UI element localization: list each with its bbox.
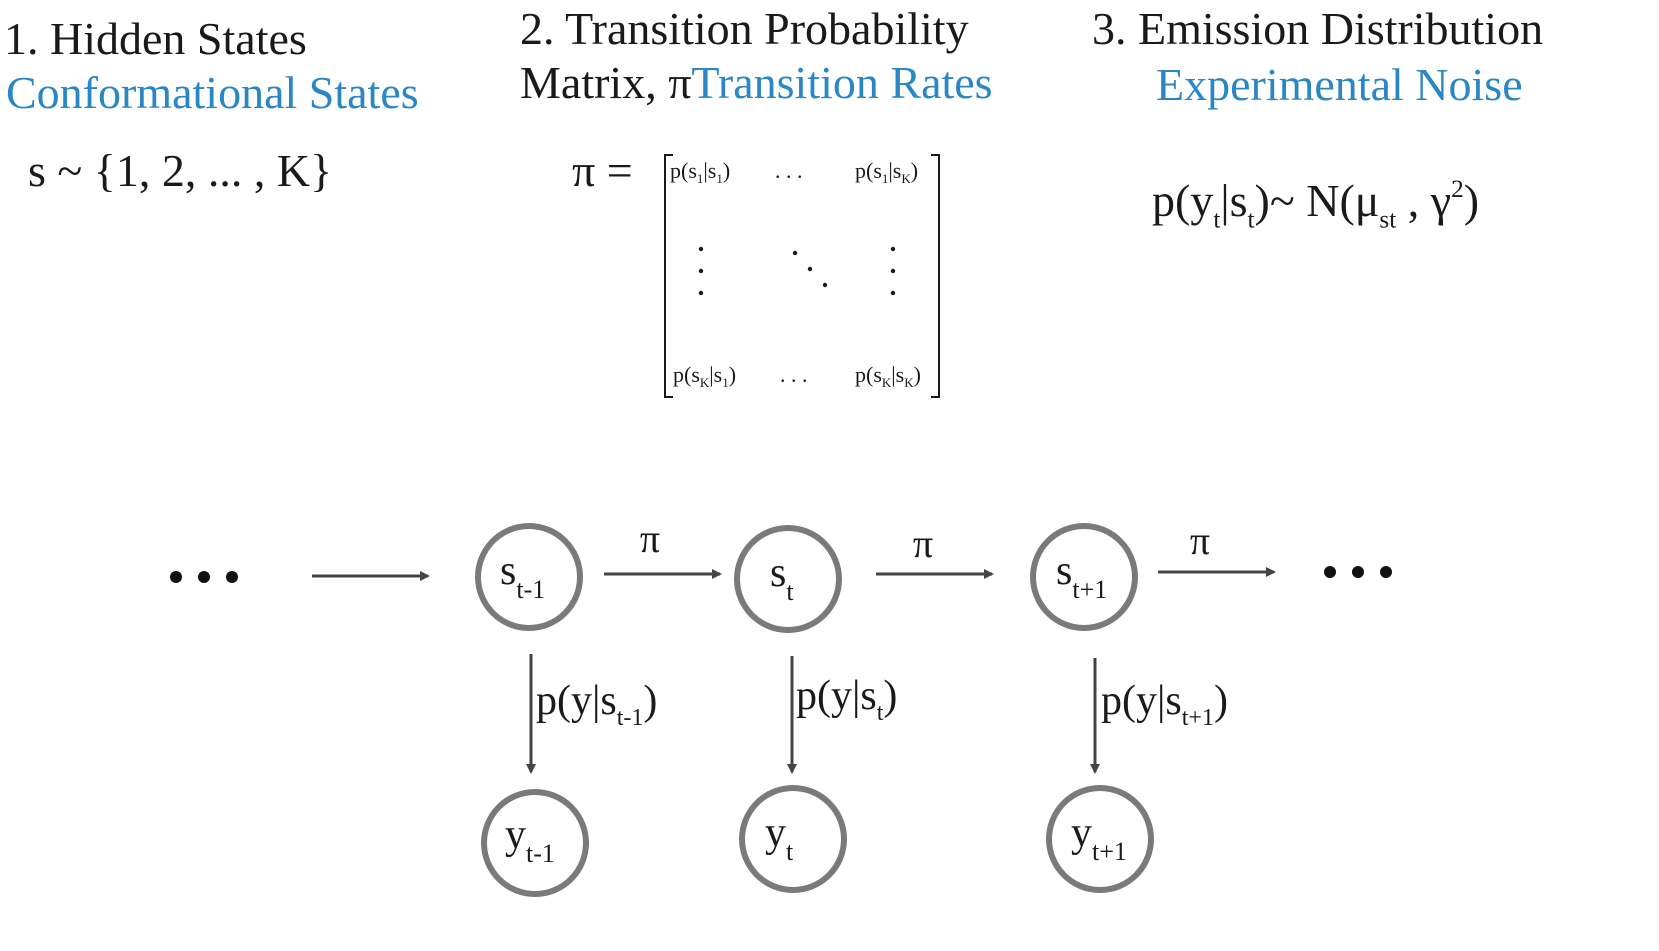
matrix-vdots-right (890, 246, 896, 296)
transition-title-line2: Matrix, πTransition Rates (520, 58, 993, 108)
transition-title-prefix: Matrix, π (520, 57, 692, 108)
matrix-ddots (792, 250, 828, 288)
transition-matrix-lhs: π = (572, 145, 633, 196)
transition-label-3: π (1190, 518, 1210, 563)
emission-equation: p(yt|st)~ N(μst , γ2) (1152, 174, 1480, 234)
emission-label-1: p(y|st-1) (536, 678, 657, 731)
transition-matrix: p(s1|s1) . . . p(s1|sK) p(sK|s1) . . . p… (664, 154, 940, 398)
matrix-cell-bottom-right: p(sK|sK) (855, 362, 921, 390)
matrix-vdots-left (698, 246, 704, 296)
hidden-node-t+1: st+1 (1030, 523, 1138, 631)
hidden-states-title: 1. Hidden States (4, 13, 307, 64)
emission-label-3: p(y|st+1) (1101, 678, 1228, 731)
emission-subtitle: Experimental Noise (1156, 59, 1523, 110)
svg-text:st-1: st-1 (500, 548, 545, 604)
chain-ellipsis-right (1324, 566, 1392, 578)
matrix-hdots-top: . . . (775, 158, 803, 183)
matrix-cell-top-left: p(s1|s1) (670, 158, 730, 186)
matrix-right-bracket (931, 154, 940, 398)
hidden-states-subtitle: Conformational States (6, 67, 419, 118)
svg-text:st: st (770, 550, 794, 606)
hmm-chain-diagram: π π π st-1 st st+1 p(y|st-1) p(y|st) p(y… (170, 516, 1392, 897)
emission-label-2: p(y|st) (796, 673, 897, 726)
hidden-node-t-1: st-1 (475, 523, 583, 631)
hidden-node-t: st (734, 525, 842, 633)
svg-text:yt-1: yt-1 (505, 812, 555, 868)
transition-label-2: π (913, 521, 933, 566)
matrix-left-bracket (664, 154, 673, 398)
matrix-hdots-bottom: . . . (780, 362, 808, 387)
observed-node-t-1: yt-1 (481, 789, 589, 897)
observed-node-t: yt (739, 785, 847, 893)
svg-text:yt: yt (765, 810, 794, 866)
svg-text:st+1: st+1 (1056, 548, 1107, 604)
chain-ellipsis-left (170, 571, 238, 583)
emission-title: 3. Emission Distribution (1092, 3, 1544, 54)
state-space-equation: s ~ {1, 2, ... , K} (28, 145, 333, 196)
matrix-cell-bottom-left: p(sK|s1) (673, 362, 736, 390)
transition-title-line1: 2. Transition Probability (520, 3, 969, 54)
svg-text:yt+1: yt+1 (1071, 810, 1127, 866)
transition-subtitle: Transition Rates (691, 57, 993, 108)
matrix-cell-top-right: p(s1|sK) (855, 158, 918, 186)
observed-node-t+1: yt+1 (1046, 785, 1154, 893)
transition-label-1: π (640, 516, 660, 561)
